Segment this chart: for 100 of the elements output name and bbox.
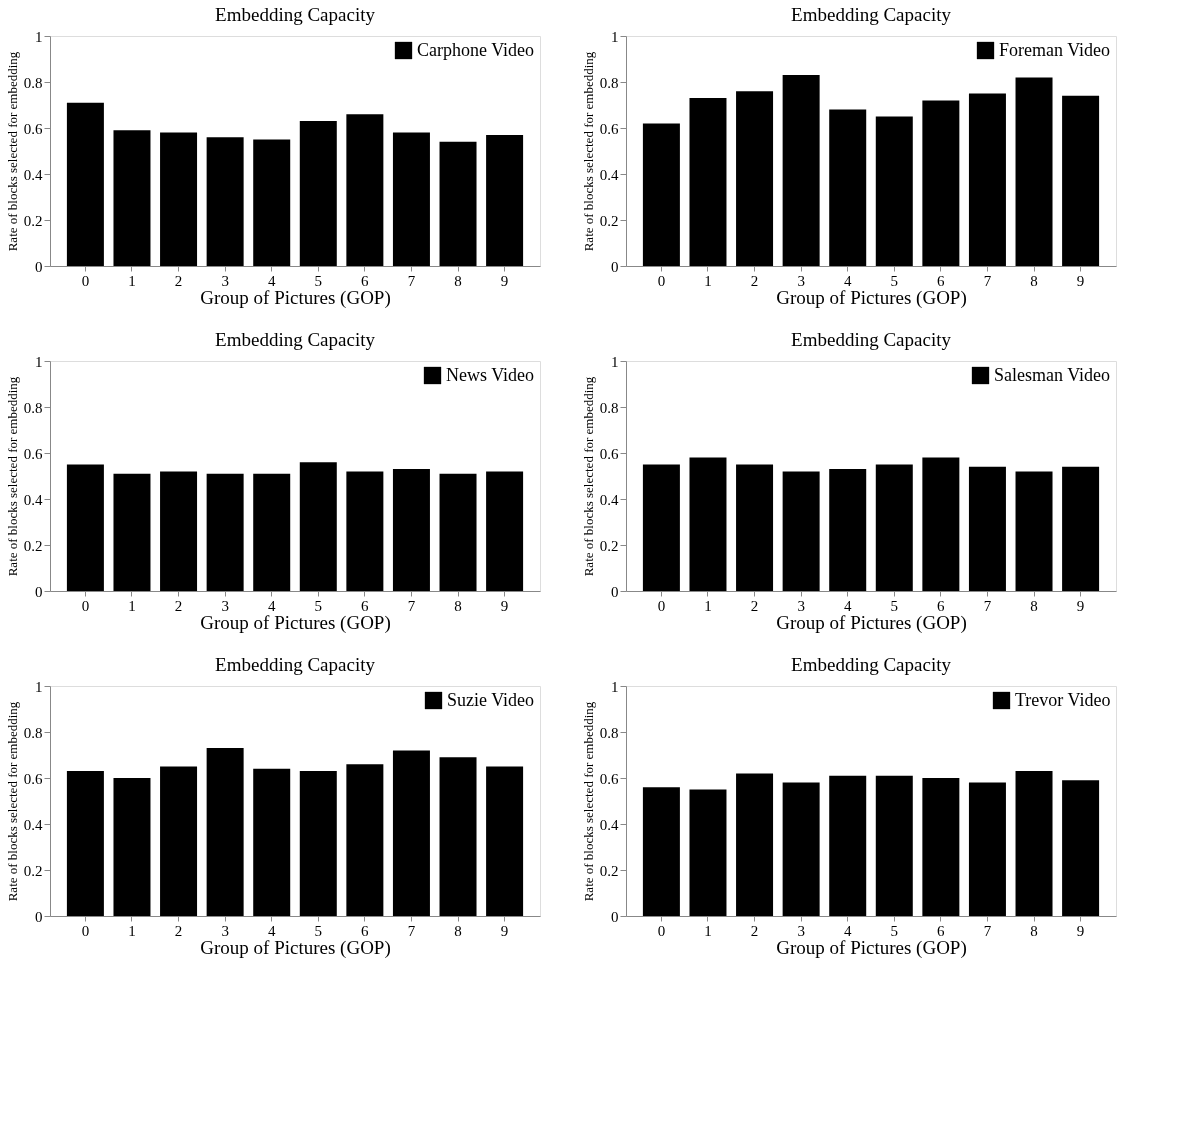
x-tick-label: 4 xyxy=(267,272,276,289)
y-tick-label: 0 xyxy=(35,258,43,275)
bar xyxy=(160,766,198,916)
y-axis-title: Rate of blocks selected for embedding xyxy=(580,51,596,252)
x-tick-label: 1 xyxy=(128,922,136,939)
y-tick-label: 1 xyxy=(611,28,619,45)
x-tick-label: 8 xyxy=(1030,597,1038,614)
bar xyxy=(113,473,151,591)
bar xyxy=(1015,471,1053,591)
x-tick-label: 3 xyxy=(221,272,229,289)
bar xyxy=(66,102,104,266)
bar xyxy=(206,748,244,916)
bar xyxy=(392,132,430,266)
bar xyxy=(922,778,960,916)
y-tick-label: 0 xyxy=(611,258,619,275)
bar xyxy=(642,787,680,916)
x-tick-label: 9 xyxy=(1076,597,1085,614)
bar xyxy=(1062,95,1100,266)
y-tick-label: 0.6 xyxy=(23,445,43,462)
x-axis-title: Group of Pictures (GOP) xyxy=(200,611,391,634)
y-tick-label: 0.6 xyxy=(599,445,619,462)
y-tick-label: 1 xyxy=(35,353,43,370)
bar xyxy=(206,473,244,591)
chart-title: Embedding Capacity xyxy=(791,654,952,675)
x-tick-label: 4 xyxy=(267,597,276,614)
bar xyxy=(346,764,384,916)
x-tick-label: 1 xyxy=(704,922,712,939)
bar xyxy=(875,116,913,266)
bar xyxy=(253,473,291,591)
x-tick-label: 7 xyxy=(983,922,992,939)
bar xyxy=(113,130,151,266)
bar xyxy=(206,137,244,266)
x-tick-label: 5 xyxy=(890,597,899,614)
x-tick-label: 5 xyxy=(314,597,323,614)
bar xyxy=(66,771,104,916)
chart-title: Embedding Capacity xyxy=(215,654,376,675)
bar xyxy=(689,98,727,266)
bar xyxy=(346,471,384,591)
x-tick-label: 7 xyxy=(407,272,416,289)
y-tick-label: 0.2 xyxy=(599,212,619,229)
y-tick-label: 0.4 xyxy=(23,166,43,183)
y-tick-label: 0.2 xyxy=(23,537,43,554)
x-axis-title: Group of Pictures (GOP) xyxy=(200,936,391,959)
x-tick-label: 1 xyxy=(704,597,712,614)
bar xyxy=(689,457,727,591)
bar xyxy=(439,141,477,266)
bar xyxy=(829,109,867,266)
bar xyxy=(642,464,680,591)
x-tick-label: 2 xyxy=(750,272,759,289)
y-tick-label: 0.8 xyxy=(23,724,43,741)
x-tick-label: 0 xyxy=(81,922,90,939)
legend-label: Carphone Video xyxy=(417,39,535,60)
bar xyxy=(439,757,477,916)
bar xyxy=(922,100,960,266)
x-tick-label: 5 xyxy=(890,922,899,939)
x-tick-label: 4 xyxy=(843,272,852,289)
x-axis-title: Group of Pictures (GOP) xyxy=(776,286,967,309)
y-tick-label: 1 xyxy=(35,28,43,45)
x-axis-title: Group of Pictures (GOP) xyxy=(776,936,967,959)
y-tick-label: 0.4 xyxy=(23,816,43,833)
chart-title: Embedding Capacity xyxy=(791,4,952,25)
x-tick-label: 0 xyxy=(81,272,90,289)
bar xyxy=(782,75,820,266)
x-axis-title: Group of Pictures (GOP) xyxy=(776,611,967,634)
y-axis-title: Rate of blocks selected for embedding xyxy=(580,376,596,577)
bar xyxy=(875,464,913,591)
x-tick-label: 7 xyxy=(983,272,992,289)
x-tick-label: 6 xyxy=(361,922,370,939)
legend-label: News Video xyxy=(446,364,535,385)
x-tick-label: 6 xyxy=(937,922,946,939)
x-tick-label: 3 xyxy=(797,597,805,614)
bar xyxy=(922,457,960,591)
x-tick-label: 9 xyxy=(1076,272,1085,289)
x-tick-label: 8 xyxy=(454,922,462,939)
x-tick-label: 3 xyxy=(221,597,229,614)
x-tick-label: 4 xyxy=(843,597,852,614)
bar xyxy=(346,114,384,266)
x-tick-label: 3 xyxy=(797,272,805,289)
legend-label: Trevor Video xyxy=(1015,689,1111,710)
y-axis-title: Rate of blocks selected for embedding xyxy=(4,51,20,252)
bar xyxy=(1015,77,1053,266)
y-tick-label: 0.4 xyxy=(23,491,43,508)
bar xyxy=(875,775,913,916)
bar xyxy=(299,771,337,916)
chart-title: Embedding Capacity xyxy=(215,4,376,25)
y-tick-label: 0.6 xyxy=(599,120,619,137)
x-tick-label: 2 xyxy=(750,922,759,939)
x-tick-label: 2 xyxy=(174,272,183,289)
bar xyxy=(439,473,477,591)
x-axis-title: Group of Pictures (GOP) xyxy=(200,286,391,309)
y-tick-label: 0.6 xyxy=(599,770,619,787)
x-tick-label: 3 xyxy=(797,922,805,939)
bar xyxy=(1062,466,1100,591)
bar xyxy=(736,464,774,591)
x-tick-label: 1 xyxy=(128,272,136,289)
x-tick-label: 8 xyxy=(454,272,462,289)
bar xyxy=(968,93,1006,266)
x-tick-label: 9 xyxy=(500,597,509,614)
x-tick-label: 6 xyxy=(361,597,370,614)
x-tick-label: 6 xyxy=(937,597,946,614)
